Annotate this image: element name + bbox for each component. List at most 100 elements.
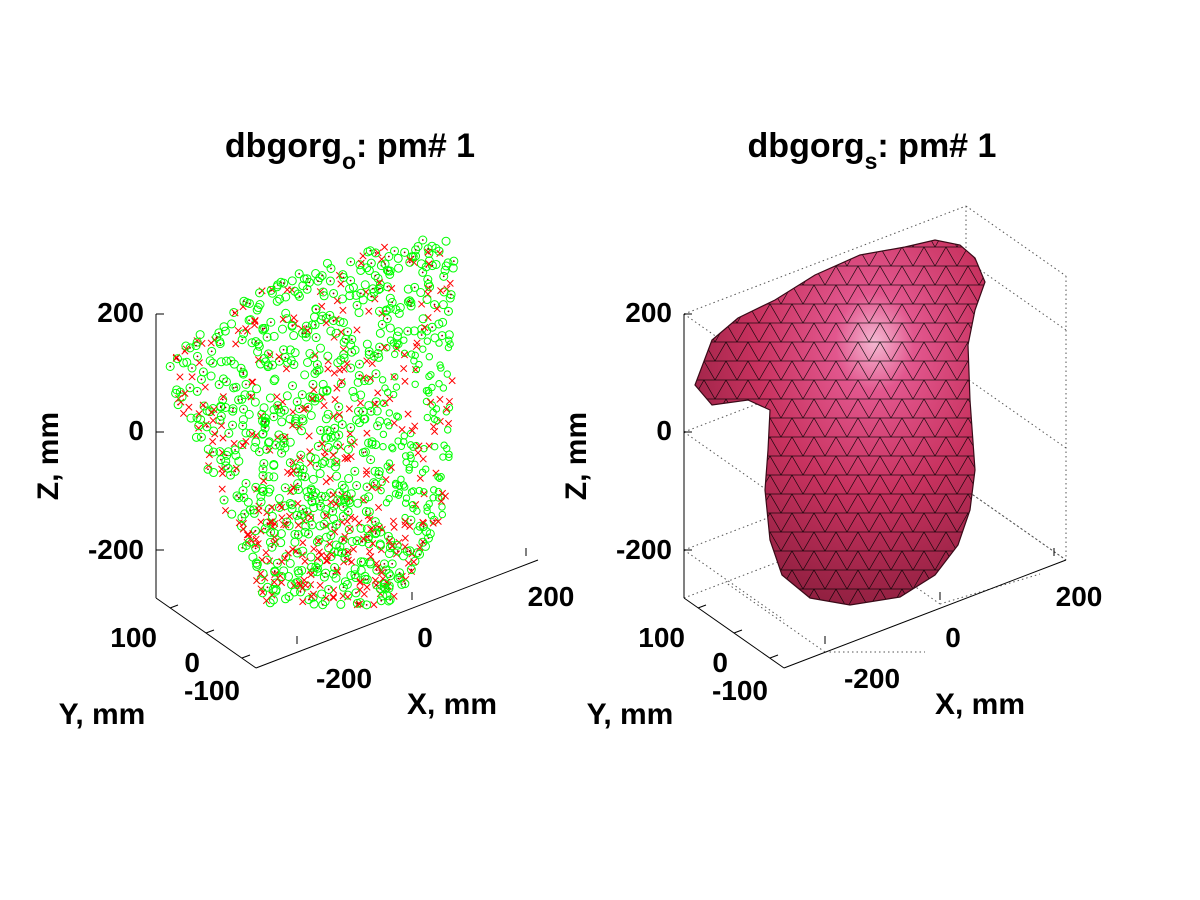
scatter-point-center [219, 342, 222, 345]
scatter-point-x [444, 419, 453, 428]
scatter-point-x [310, 386, 318, 394]
scatter-point-x [346, 525, 354, 533]
scatter-point-x [277, 503, 286, 511]
scatter-point-circle [269, 331, 279, 341]
scatter-point-x [303, 326, 312, 335]
scatter-point-x [210, 405, 218, 414]
scatter-point-circle [355, 418, 365, 428]
scatter-point-circle [331, 573, 341, 583]
scatter-point-circle [305, 513, 315, 523]
scatter-point-x [239, 525, 247, 533]
scatter-point-circle [264, 437, 274, 447]
scatter-point-circle [208, 358, 218, 368]
scatter-point-circle [295, 587, 305, 597]
scatter-point-circle [356, 265, 366, 275]
scatter-point-center [223, 499, 225, 501]
scatter-point-circle [247, 338, 257, 348]
scatter-point-circle [191, 341, 201, 351]
scatter-point-x [232, 464, 240, 472]
scatter-point-circle [394, 308, 404, 318]
scatter-point-center [355, 592, 357, 594]
scatter-point-center [242, 496, 245, 499]
scatter-point-circle [280, 483, 290, 493]
scatter-point-circle [301, 321, 311, 331]
scatter-point-center [225, 380, 228, 383]
scatter-point-circle [394, 437, 402, 445]
scatter-point-center [341, 539, 344, 542]
scatter-point-x [433, 305, 441, 313]
left-y-tick-mark [205, 629, 215, 634]
scatter-point-circle [267, 288, 277, 298]
scatter-point-circle [226, 470, 236, 480]
scatter-point-circle [298, 546, 308, 556]
scatter-point-circle [418, 267, 428, 277]
scatter-point-x [235, 519, 243, 527]
scatter-point-circle [165, 361, 175, 371]
scatter-point-x [356, 399, 365, 407]
scatter-point-x [378, 255, 386, 263]
scatter-point-circle [320, 510, 330, 520]
scatter-point-circle [302, 581, 312, 591]
scatter-point-x [278, 557, 286, 566]
scatter-point-circle [177, 392, 187, 402]
scatter-point-center [333, 566, 336, 569]
scatter-point-x [289, 483, 298, 491]
scatter-point-circle [290, 286, 300, 296]
scatter-point-center [408, 549, 411, 552]
scatter-point-circle [330, 462, 340, 472]
scatter-point-x [379, 575, 387, 583]
scatter-point-x [282, 365, 291, 373]
scatter-point-circle [346, 435, 356, 445]
scatter-point-x [406, 256, 414, 264]
scatter-point-center [409, 519, 412, 522]
scatter-point-circle [352, 415, 362, 425]
scatter-point-x [185, 403, 193, 411]
scatter-point-circle [437, 473, 445, 481]
scatter-point-circle [358, 557, 368, 567]
scatter-point-circle [375, 584, 385, 594]
scatter-point-circle [268, 595, 278, 605]
scatter-point-center [307, 496, 310, 498]
scatter-point-x [230, 439, 238, 448]
scatter-point-circle [239, 329, 249, 339]
scatter-point-circle [339, 483, 349, 493]
scatter-point-x [329, 594, 338, 602]
scatter-point-center [387, 535, 390, 538]
scatter-point-circle [314, 535, 324, 545]
scatter-point-circle [394, 413, 402, 421]
scatter-point-x [434, 517, 442, 526]
scatter-point-center [350, 338, 353, 341]
scatter-point-circle [232, 491, 242, 501]
right-axes: dbgorgs: pm# 1 200 0 -200 Z, mm 100 0 -1… [560, 127, 1102, 731]
scatter-point-circle [297, 426, 307, 436]
scatter-point-x [378, 569, 386, 577]
scatter-point-x [252, 431, 260, 440]
scatter-point-x [448, 377, 456, 385]
scatter-point-x [336, 366, 344, 374]
scatter-point-circle [381, 584, 391, 594]
scatter-point-center [421, 271, 424, 274]
scatter-point-circle [338, 511, 348, 521]
scatter-point-x [209, 437, 217, 446]
scatter-point-center [366, 486, 368, 488]
left-x-tick-200: 200 [528, 581, 575, 612]
scatter-point-center [269, 531, 272, 534]
scatter-point-circle [294, 269, 304, 279]
scatter-point-center [408, 299, 411, 302]
scatter-point-circle [269, 460, 279, 470]
scatter-point-x [355, 519, 363, 527]
scatter-point-circle [325, 426, 335, 436]
scatter-point-x [366, 374, 375, 382]
scatter-point-circle [313, 441, 323, 451]
scatter-point-center [336, 444, 339, 446]
right-z-tick-0: 0 [656, 415, 672, 446]
scatter-point-circle [285, 558, 295, 568]
scatter-point-x [329, 451, 337, 459]
scatter-point-center [335, 523, 338, 526]
scatter-point-circle [312, 366, 322, 376]
scatter-point-center [196, 390, 199, 393]
scatter-point-center [305, 325, 308, 328]
scatter-point-circle [287, 321, 297, 331]
scatter-point-center [316, 465, 318, 468]
scatter-point-circle [385, 323, 395, 333]
